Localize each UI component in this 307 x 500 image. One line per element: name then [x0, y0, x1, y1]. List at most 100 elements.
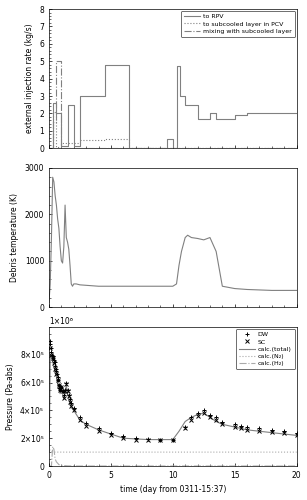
to subcooled layer in PCV [78, 140, 82, 146]
calc.(total) [282, 431, 286, 437]
SC [122, 435, 125, 441]
SC [51, 354, 55, 360]
SC [61, 388, 64, 394]
to RPV [178, 93, 182, 99]
mixing with subcooled layer [72, 145, 76, 151]
calc.(total) [258, 428, 261, 434]
calc.(total) [67, 395, 71, 401]
calc.(N₂) [56, 449, 60, 455]
calc.(H₂) [66, 463, 69, 469]
Line: mixing with subcooled layer: mixing with subcooled layer [49, 61, 297, 148]
SC [189, 417, 193, 423]
to RPV [175, 64, 178, 70]
calc.(H₂) [52, 446, 56, 452]
to RPV [60, 144, 63, 150]
SC [68, 399, 72, 405]
calc.(H₂) [51, 444, 55, 450]
calc.(H₂) [47, 463, 51, 469]
calc.(total) [66, 390, 69, 396]
calc.(total) [62, 396, 66, 402]
DW [66, 386, 69, 392]
to subcooled layer in PCV [78, 138, 82, 143]
to RPV [214, 116, 218, 121]
to subcooled layer in PCV [183, 145, 187, 151]
to RPV [178, 64, 182, 70]
to subcooled layer in PCV [183, 145, 187, 151]
SC [50, 352, 53, 358]
calc.(N₂) [295, 449, 298, 455]
Line: SC: SC [48, 346, 299, 442]
calc.(N₂) [60, 449, 63, 455]
to RPV [245, 112, 249, 118]
SC [245, 427, 249, 433]
calc.(total) [295, 432, 298, 438]
calc.(total) [78, 417, 82, 423]
calc.(N₂) [84, 449, 88, 455]
calc.(total) [47, 449, 51, 455]
to subcooled layer in PCV [295, 145, 298, 151]
calc.(total) [146, 436, 150, 442]
calc.(N₂) [233, 449, 237, 455]
DW [48, 338, 52, 344]
calc.(N₂) [146, 449, 150, 455]
to subcooled layer in PCV [165, 145, 169, 151]
SC [53, 366, 57, 372]
to RPV [183, 102, 187, 107]
to RPV [171, 145, 175, 151]
calc.(total) [109, 431, 113, 437]
calc.(total) [97, 427, 100, 433]
to subcooled layer in PCV [128, 145, 131, 151]
Line: to RPV: to RPV [49, 64, 297, 148]
SC [67, 394, 71, 400]
SC [202, 410, 206, 416]
to subcooled layer in PCV [60, 144, 63, 150]
mixing with subcooled layer [47, 145, 51, 151]
calc.(total) [55, 372, 58, 378]
to subcooled layer in PCV [60, 140, 63, 146]
calc.(total) [171, 436, 175, 442]
calc.(H₂) [60, 462, 63, 468]
SC [183, 426, 187, 432]
SC [159, 438, 162, 444]
calc.(total) [52, 363, 56, 369]
calc.(N₂) [51, 449, 55, 455]
calc.(total) [134, 436, 138, 442]
calc.(total) [189, 414, 193, 420]
mixing with subcooled layer [51, 145, 55, 151]
calc.(total) [183, 418, 187, 424]
to subcooled layer in PCV [51, 145, 55, 151]
calc.(total) [122, 435, 125, 441]
calc.(N₂) [50, 448, 53, 454]
calc.(total) [214, 418, 218, 424]
SC [220, 422, 224, 428]
calc.(total) [84, 422, 88, 428]
SC [146, 438, 150, 444]
DW [159, 436, 162, 442]
calc.(total) [49, 352, 52, 358]
calc.(N₂) [245, 449, 249, 455]
mixing with subcooled layer [51, 119, 55, 125]
to subcooled layer in PCV [165, 145, 169, 151]
mixing with subcooled layer [78, 145, 82, 151]
to RPV [51, 145, 55, 151]
to RPV [183, 93, 187, 99]
to RPV [208, 116, 212, 121]
Legend: to RPV, to subcooled layer in PCV, mixing with subcooled layer: to RPV, to subcooled layer in PCV, mixin… [181, 11, 295, 37]
to RPV [171, 136, 175, 142]
calc.(H₂) [50, 463, 53, 469]
calc.(total) [63, 390, 67, 396]
calc.(H₂) [57, 462, 61, 468]
SC [258, 428, 261, 434]
to RPV [47, 145, 51, 151]
calc.(H₂) [97, 463, 100, 469]
SC [52, 360, 56, 366]
calc.(total) [72, 408, 76, 414]
calc.(total) [56, 381, 60, 387]
mixing with subcooled layer [55, 58, 58, 64]
SC [72, 408, 76, 414]
to RPV [295, 110, 298, 116]
calc.(N₂) [220, 449, 224, 455]
calc.(N₂) [171, 449, 175, 455]
Line: calc.(N₂): calc.(N₂) [49, 450, 297, 452]
Line: calc.(H₂): calc.(H₂) [49, 446, 297, 466]
